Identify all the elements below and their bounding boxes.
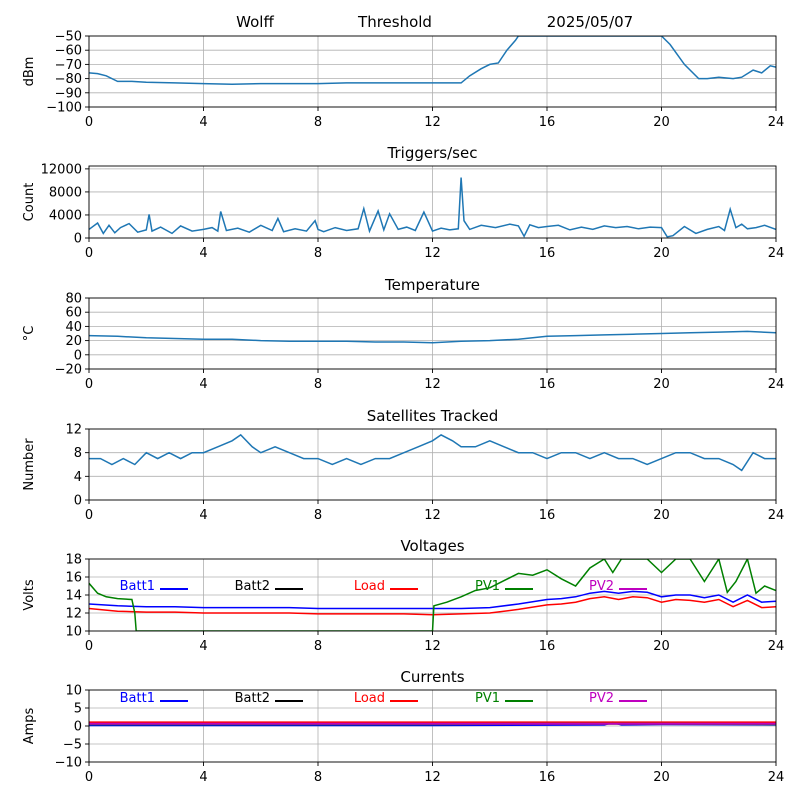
triggers-x-tick-label: 12 [424, 246, 441, 261]
threshold-x-tick-label: 4 [199, 115, 207, 130]
triggers-title: Triggers/sec [387, 144, 478, 162]
satellites-x-tick-label: 8 [314, 508, 322, 523]
triggers-x-tick-label: 4 [199, 246, 207, 261]
panel-title: Threshold [357, 13, 432, 31]
triggers-y-tick-label: 8000 [49, 185, 82, 200]
station-name: Wolff [236, 13, 274, 31]
threshold-y-tick-label: −60 [55, 44, 82, 59]
temperature-y-tick-label: 20 [65, 334, 82, 349]
temperature-y-tick-label: 40 [65, 320, 82, 335]
currents-title: Currents [400, 668, 464, 686]
currents-x-tick-label: 4 [199, 770, 207, 785]
temperature-y-tick-label: −20 [55, 363, 82, 378]
satellites-x-tick-label: 24 [768, 508, 785, 523]
temperature-title: Temperature [384, 276, 480, 294]
voltages-legend-batt2-label: Batt2 [235, 579, 270, 594]
temperature-x-tick-label: 8 [314, 377, 322, 392]
satellites-x-tick-label: 4 [199, 508, 207, 523]
currents-x-tick-label: 16 [539, 770, 556, 785]
satellites-y-tick-label: 0 [74, 494, 82, 509]
currents-legend-load-label: Load [354, 691, 385, 706]
threshold-y-axis-label: dBm [22, 57, 37, 87]
threshold-x-tick-label: 24 [768, 115, 785, 130]
threshold-x-tick-label: 16 [539, 115, 556, 130]
currents-y-tick-label: 5 [74, 702, 82, 717]
voltages-x-tick-label: 8 [314, 639, 322, 654]
currents-legend-batt1-label: Batt1 [120, 691, 155, 706]
currents-y-tick-label: 10 [65, 684, 82, 699]
currents-x-tick-label: 0 [85, 770, 93, 785]
triggers-x-tick-label: 0 [85, 246, 93, 261]
currents-x-tick-label: 8 [314, 770, 322, 785]
temperature-y-axis-label: °C [22, 326, 37, 342]
satellites-x-tick-label: 0 [85, 508, 93, 523]
satellites-title: Satellites Tracked [367, 407, 498, 425]
report-date: 2025/05/07 [547, 13, 633, 31]
voltages-y-tick-label: 18 [65, 553, 82, 568]
voltages-legend-pv1-label: PV1 [475, 579, 500, 594]
currents-y-tick-label: 0 [74, 720, 82, 735]
temperature-y-tick-label: 0 [74, 348, 82, 363]
voltages-legend-batt1-label: Batt1 [120, 579, 155, 594]
satellites-x-tick-label: 20 [653, 508, 670, 523]
voltages-x-tick-label: 4 [199, 639, 207, 654]
threshold-y-tick-label: −70 [55, 58, 82, 73]
voltages-title: Voltages [400, 537, 464, 555]
threshold-y-tick-label: −50 [55, 30, 82, 45]
threshold-y-tick-label: −90 [55, 86, 82, 101]
threshold-y-tick-label: −100 [46, 101, 82, 116]
temperature-x-tick-label: 20 [653, 377, 670, 392]
voltages-y-tick-label: 14 [65, 589, 82, 604]
temperature-x-tick-label: 12 [424, 377, 441, 392]
voltages-y-tick-label: 16 [65, 571, 82, 586]
triggers-y-tick-label: 12000 [41, 162, 82, 177]
triggers-x-tick-label: 16 [539, 246, 556, 261]
satellites-y-tick-label: 8 [74, 446, 82, 461]
triggers-x-tick-label: 20 [653, 246, 670, 261]
temperature-x-tick-label: 0 [85, 377, 93, 392]
currents-legend-pv2-label: PV2 [589, 691, 614, 706]
satellites-y-tick-label: 4 [74, 470, 82, 485]
voltages-y-axis-label: Volts [22, 579, 37, 611]
triggers-y-axis-label: Count [22, 183, 37, 222]
threshold-x-tick-label: 0 [85, 115, 93, 130]
temperature-x-tick-label: 16 [539, 377, 556, 392]
currents-legend-batt2-label: Batt2 [235, 691, 270, 706]
satellites-y-axis-label: Number [22, 438, 37, 491]
threshold-x-tick-label: 20 [653, 115, 670, 130]
currents-x-tick-label: 20 [653, 770, 670, 785]
currents-x-tick-label: 12 [424, 770, 441, 785]
triggers-x-tick-label: 8 [314, 246, 322, 261]
currents-y-axis-label: Amps [22, 707, 37, 744]
currents-legend-pv1-label: PV1 [475, 691, 500, 706]
voltages-y-tick-label: 12 [65, 607, 82, 622]
voltages-x-tick-label: 0 [85, 639, 93, 654]
satellites-y-tick-label: 12 [65, 423, 82, 438]
voltages-x-tick-label: 24 [768, 639, 785, 654]
currents-y-tick-label: −10 [55, 756, 82, 771]
temperature-x-tick-label: 24 [768, 377, 785, 392]
temperature-y-tick-label: 60 [65, 306, 82, 321]
voltages-y-tick-label: 10 [65, 625, 82, 640]
voltages-legend-pv2-label: PV2 [589, 579, 614, 594]
currents-x-tick-label: 24 [768, 770, 785, 785]
currents-y-tick-label: −5 [63, 738, 82, 753]
voltages-x-tick-label: 12 [424, 639, 441, 654]
temperature-y-tick-label: 80 [65, 292, 82, 307]
satellites-x-tick-label: 12 [424, 508, 441, 523]
satellites-x-tick-label: 16 [539, 508, 556, 523]
triggers-y-tick-label: 4000 [49, 208, 82, 223]
temperature-x-tick-label: 4 [199, 377, 207, 392]
threshold-x-tick-label: 12 [424, 115, 441, 130]
voltages-x-tick-label: 16 [539, 639, 556, 654]
triggers-x-tick-label: 24 [768, 246, 785, 261]
voltages-legend-load-label: Load [354, 579, 385, 594]
threshold-x-tick-label: 8 [314, 115, 322, 130]
triggers-y-tick-label: 0 [74, 232, 82, 247]
voltages-x-tick-label: 20 [653, 639, 670, 654]
threshold-y-tick-label: −80 [55, 72, 82, 87]
